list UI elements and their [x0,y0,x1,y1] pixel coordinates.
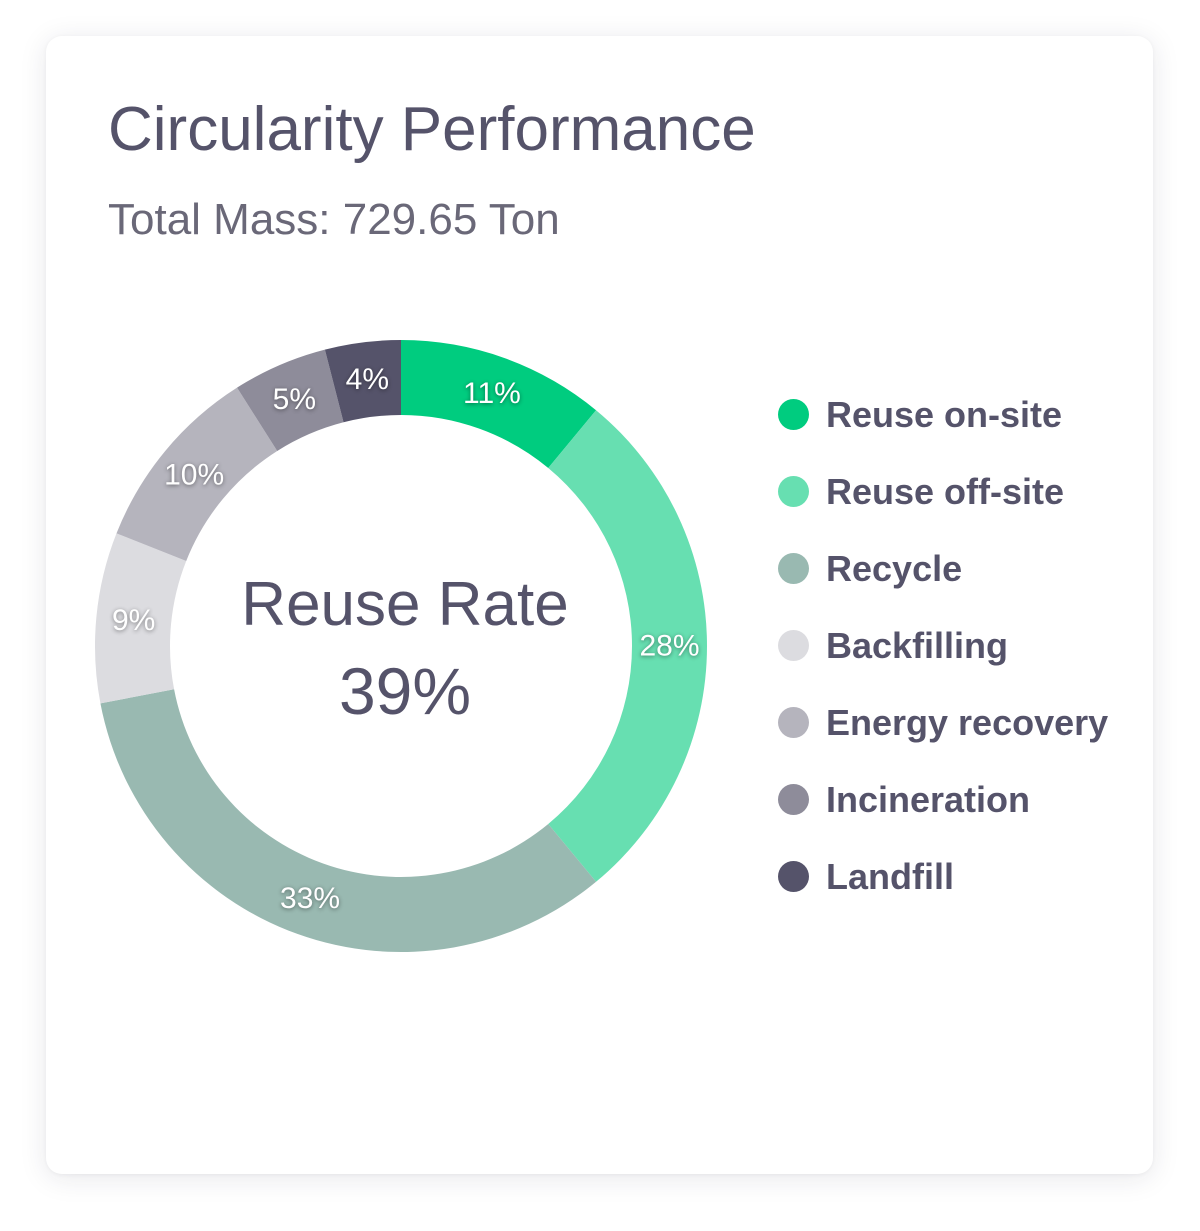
chart-legend: Reuse on-site Reuse off-site Recycle Backfi… [778,376,1108,915]
total-mass-subtitle: Total Mass: 729.65 Ton [108,195,560,244]
legend-label-reuse-off-site: Reuse off-site [826,470,1065,512]
slice-label-backfilling: 9% [112,604,155,637]
chart-title: Circularity Performance [108,95,756,164]
slice-label-landfill: 4% [346,363,389,396]
slice-label-incineration: 5% [273,383,316,416]
legend-swatch-incineration [778,784,809,815]
legend-item-recycle: Recycle [778,530,1108,607]
legend-item-backfilling: Backfilling [778,607,1108,684]
donut-slice-reuse-on-site [401,340,597,469]
legend-swatch-reuse-on-site [778,399,809,430]
legend-label-reuse-on-site: Reuse on-site [826,393,1063,435]
legend-label-backfilling: Backfilling [826,624,1009,666]
legend-item-landfill: Landfill [778,838,1108,915]
donut-slice-recycle [100,689,597,952]
legend-label-recycle: Recycle [826,547,963,589]
legend-item-incineration: Incineration [778,761,1108,838]
slice-label-energy-recovery: 10% [164,458,224,491]
reuse-rate-title: Reuse Rate [241,570,569,639]
donut-slice-reuse-off-site [548,410,707,882]
chart-card [46,36,1153,1174]
slice-label-reuse-off-site: 28% [639,630,699,663]
legend-item-reuse-on-site: Reuse on-site [778,376,1108,453]
reuse-rate-value: 39% [338,654,472,728]
legend-swatch-landfill [778,861,809,892]
donut-slice-energy-recovery [116,387,278,561]
legend-label-incineration: Incineration [826,778,1031,820]
legend-swatch-backfilling [778,630,809,661]
reuse-rate-center: Reuse Rate 39% [241,564,568,736]
legend-swatch-energy-recovery [778,707,809,738]
donut-slice-landfill [324,340,401,423]
legend-label-energy-recovery: Energy recovery [826,701,1109,743]
legend-swatch-recycle [778,553,809,584]
legend-item-reuse-off-site: Reuse off-site [778,453,1108,530]
legend-item-energy-recovery: Energy recovery [778,684,1108,761]
donut-slice-backfilling [94,533,187,704]
slice-label-reuse-on-site: 11% [463,377,521,410]
legend-swatch-reuse-off-site [778,476,809,507]
legend-label-landfill: Landfill [826,855,954,897]
slice-label-recycle: 33% [280,882,340,915]
donut-slice-incineration [237,349,344,451]
